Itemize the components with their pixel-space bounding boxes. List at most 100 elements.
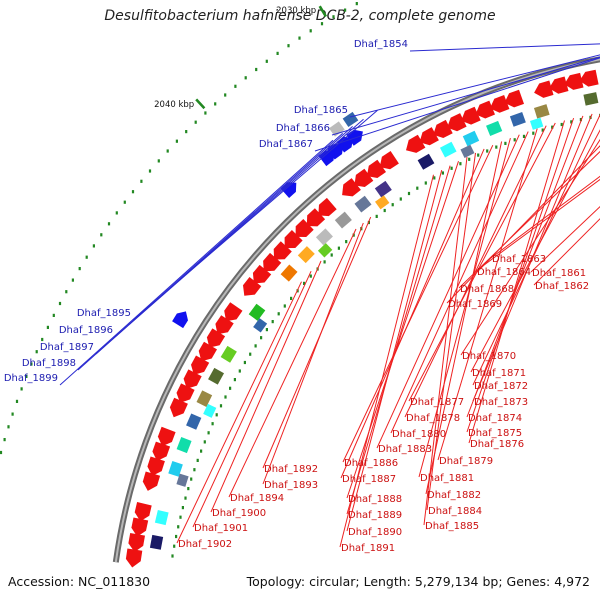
tick-dot — [260, 336, 263, 340]
cog-box — [529, 117, 544, 130]
outer-cog-box — [329, 121, 345, 137]
tick-dot — [243, 360, 246, 365]
forward-gene-arrow — [284, 230, 303, 249]
leader-line — [423, 156, 468, 526]
tick-dot — [352, 233, 355, 237]
inner-gene-label: Dhaf_1864 — [477, 267, 531, 278]
tick-dot — [193, 468, 196, 472]
leader-line — [346, 161, 459, 499]
inner-gene-label: Dhaf_1885 — [425, 521, 479, 532]
cog-box — [374, 180, 392, 198]
tick-dot — [504, 141, 507, 145]
forward-gene-arrow — [142, 471, 161, 491]
kbp-label: 2030 kbp — [276, 6, 316, 16]
tick-dot — [41, 337, 44, 342]
inner-gene-label: Dhaf_1884 — [428, 506, 482, 517]
map-title: Desulfitobacterium hafniense DCB-2, comp… — [104, 8, 496, 24]
tick-dot — [560, 122, 563, 127]
cog-box — [533, 104, 550, 119]
reverse-gene-arrow — [280, 182, 297, 198]
cog-box — [176, 473, 189, 487]
backbone-layer — [112, 56, 600, 563]
inner-gene-label: Dhaf_1870 — [462, 351, 516, 362]
tick-dot — [194, 120, 197, 124]
inner-gene-label: Dhaf_1883 — [378, 444, 432, 455]
outer-track-layer — [172, 111, 363, 329]
tick-dot — [123, 200, 126, 204]
tick-dot — [100, 233, 103, 237]
leader-line — [530, 206, 600, 273]
cog-box — [315, 228, 333, 246]
inner-gene-label: Dhaf_1893 — [264, 480, 318, 491]
tick-dot — [541, 128, 544, 132]
inner-gene-label: Dhaf_1901 — [194, 523, 248, 534]
inner-gene-label: Dhaf_1875 — [468, 428, 522, 439]
forward-gene-arrow — [475, 100, 495, 119]
inner-gene-label: Dhaf_1868 — [460, 284, 514, 295]
outer-gene-label: Dhaf_1854 — [354, 39, 408, 50]
tick-dot — [399, 197, 402, 201]
inner-gene-label: Dhaf_1890 — [348, 527, 402, 538]
kbp-tick — [195, 98, 206, 110]
cog-box — [583, 92, 599, 106]
genome-summary-text: Topology: circular; Length: 5,279,134 bp… — [246, 574, 590, 589]
tick-dot — [30, 362, 33, 366]
tick-dot — [140, 179, 143, 183]
forward-gene-arrow — [157, 426, 176, 447]
leader-line — [466, 115, 584, 418]
cog-box — [460, 144, 475, 158]
cog-box — [220, 345, 237, 363]
accession-text: Accession: NC_011830 — [8, 574, 151, 589]
forward-gene-arrow — [504, 89, 524, 108]
tick-dot — [477, 153, 480, 157]
forward-gene-arrow — [342, 178, 361, 197]
cog-box — [486, 120, 503, 136]
leader-line — [314, 57, 600, 152]
tick-dot — [416, 186, 419, 190]
outer-gene-label: Dhaf_1896 — [59, 325, 113, 336]
leader-line — [390, 131, 529, 434]
forward-gene-arrow — [379, 151, 399, 170]
tick-dot — [92, 244, 95, 248]
leader-line — [418, 137, 511, 478]
inner-gene-label: Dhaf_1877 — [410, 397, 464, 408]
tick-dot — [320, 22, 324, 26]
forward-gene-arrow — [295, 219, 314, 237]
tick-dot — [276, 51, 279, 55]
leader-line — [446, 145, 600, 304]
inner-gene-label: Dhaf_1887 — [342, 474, 396, 485]
tick-dot — [157, 159, 160, 163]
forward-gene-arrow — [406, 134, 426, 153]
tick-dot — [441, 171, 444, 175]
tick-dot — [229, 386, 232, 390]
forward-gene-arrow — [461, 106, 481, 125]
tick-dot — [179, 515, 182, 519]
backbone-highlight — [114, 58, 600, 563]
cog-box — [439, 141, 457, 158]
cog-box — [280, 264, 298, 282]
forward-gene-arrow — [564, 72, 584, 90]
cog-box — [417, 153, 435, 170]
cog-box — [186, 413, 202, 430]
tick-dot — [249, 352, 252, 356]
tick-dot — [184, 496, 187, 500]
outer-gene-label: Dhaf_1867 — [259, 139, 313, 150]
tick-dot — [85, 255, 88, 259]
inner-gene-label: Dhaf_1902 — [178, 539, 232, 550]
tick-dot — [20, 387, 23, 391]
leader-line — [331, 56, 600, 136]
inner-gene-label: Dhaf_1886 — [344, 458, 398, 469]
leader-line — [77, 132, 344, 371]
reverse-gene-arrow — [336, 136, 354, 153]
tick-dot — [214, 102, 217, 106]
tick-dot — [181, 506, 184, 510]
forward-gene-arrow — [134, 502, 152, 522]
tick-dot — [287, 44, 290, 48]
tick-dot — [551, 125, 554, 129]
inner-gene-label: Dhaf_1900 — [212, 508, 266, 519]
forward-gene-arrow — [198, 341, 217, 362]
inner-gene-label: Dhaf_1862 — [535, 281, 589, 292]
inner-gene-label: Dhaf_1863 — [492, 254, 546, 265]
leader-line — [472, 113, 593, 402]
leader-line — [59, 139, 334, 386]
